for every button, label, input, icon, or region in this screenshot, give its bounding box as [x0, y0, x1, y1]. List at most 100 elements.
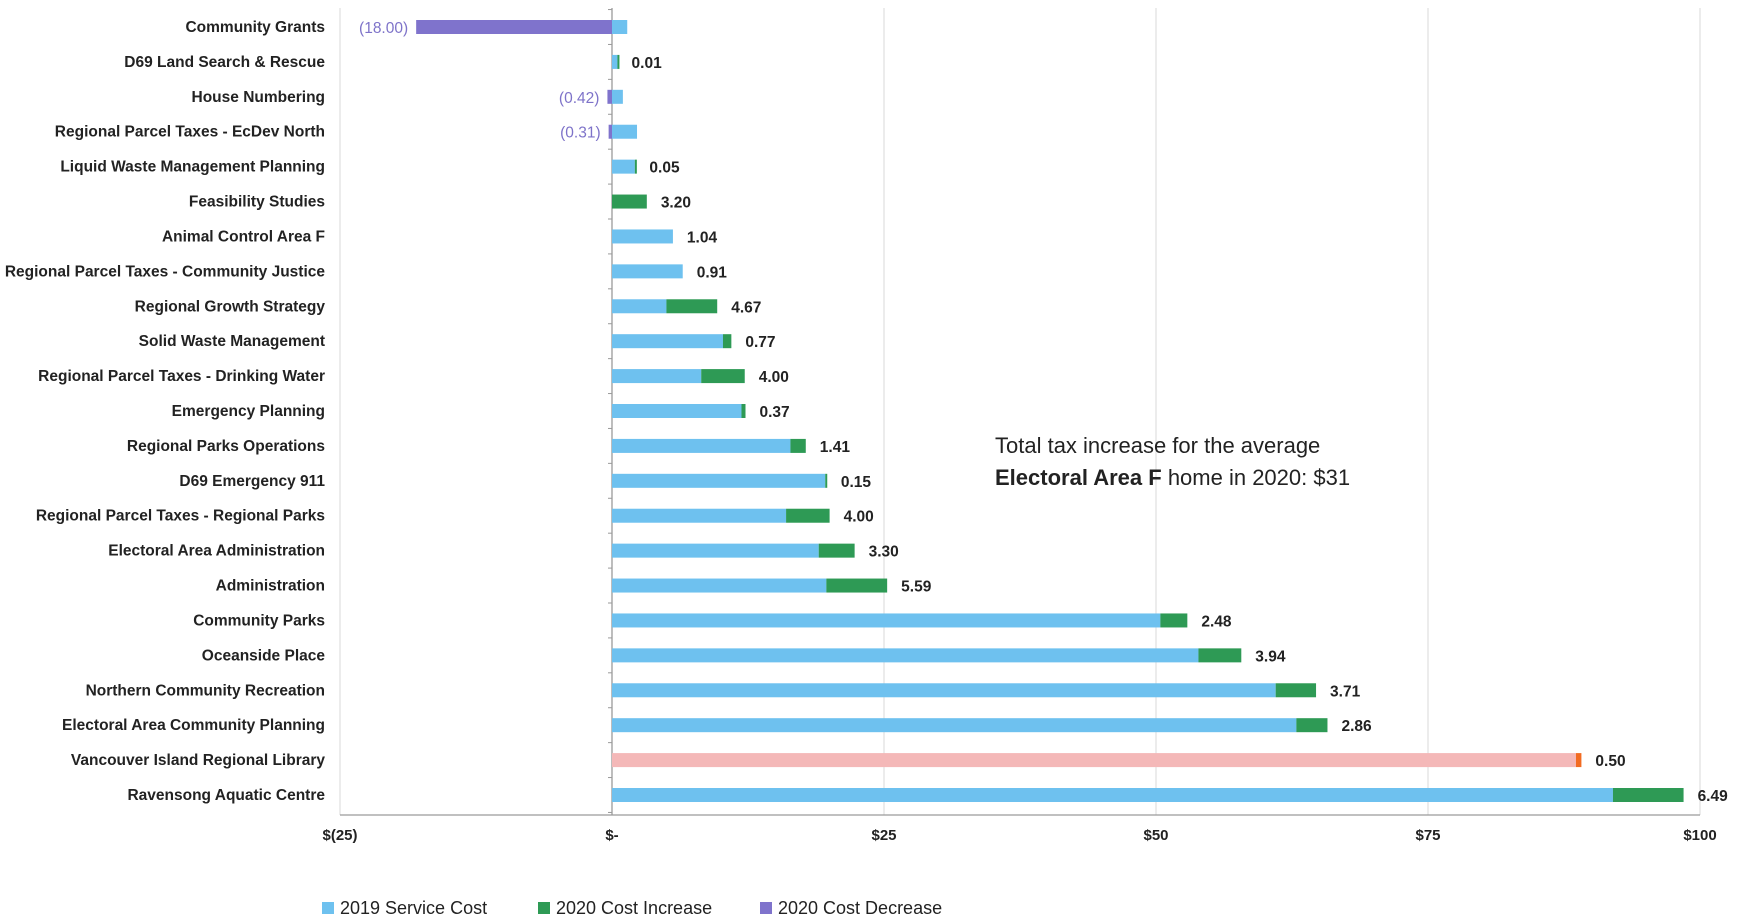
bar-2020-cost-increase-solid-waste-management: [722, 334, 732, 349]
data-label-solid-waste-management: 0.77: [745, 334, 775, 351]
bar-2019-service-cost-oceanside-place: [612, 648, 1199, 663]
data-label-animal-control-area-f: 1.04: [687, 229, 718, 246]
bar-2019-service-cost-ravensong-aquatic-centre: [612, 788, 1613, 802]
bar-2019-service-cost-emergency-planning: [612, 404, 742, 418]
bar-2020-cost-increase-regional-parks-operations: [790, 438, 806, 453]
category-label-ravensong-aquatic-centre: Ravensong Aquatic Centre: [127, 787, 325, 804]
bar-2019-service-cost-solid-waste-management: [612, 334, 723, 349]
category-label-electoral-area-administration: Electoral Area Administration: [108, 543, 325, 560]
annotation-rest: home in 2020: $31: [1162, 465, 1350, 490]
data-label-regional-parcel-taxes-ecdev-north: (0.31): [560, 125, 601, 142]
bar-2019-service-cost-animal-control-area-f: [612, 229, 673, 244]
category-label-northern-community-recreation: Northern Community Recreation: [86, 682, 325, 699]
x-tick-label-25: $(25): [322, 827, 357, 844]
bar-2020-cost-decrease-community-grants: [416, 20, 612, 34]
bar-2019-service-cost-regional-parks-operations: [612, 438, 791, 453]
data-label-d69-emergency-911: 0.15: [841, 474, 872, 491]
bar-2019-service-cost-regional-parcel-taxes-drinking-water: [612, 369, 702, 384]
data-label-electoral-area-administration: 3.30: [869, 544, 899, 561]
bar-2020-cost-increase-ravensong-aquatic-centre: [1612, 788, 1684, 802]
category-label-emergency-planning: Emergency Planning: [172, 403, 325, 420]
x-tick-label-100: $100: [1683, 827, 1716, 844]
data-label-oceanside-place: 3.94: [1255, 648, 1286, 665]
bar-2019-service-cost-d69-emergency-911: [612, 473, 826, 488]
bar-2020-cost-increase-electoral-area-community-planning: [1296, 718, 1328, 733]
annotation-bold: Electoral Area F: [995, 465, 1162, 490]
category-label-solid-waste-management: Solid Waste Management: [139, 333, 325, 350]
x-tick-label-50: $50: [1143, 827, 1168, 844]
data-label-northern-community-recreation: 3.71: [1330, 683, 1361, 700]
bar-2019-service-cost-administration: [612, 578, 827, 593]
bar-2019-service-cost-regional-growth-strategy: [612, 299, 667, 314]
bar-2020-cost-increase-community-parks: [1160, 613, 1188, 628]
data-label-regional-parcel-taxes-regional-parks: 4.00: [844, 509, 874, 526]
legend-swatch-2020-cost-decrease: [760, 902, 772, 914]
bar-2020-cost-increase-emergency-planning: [741, 404, 746, 418]
data-label-house-numbering: (0.42): [559, 90, 600, 107]
data-label-electoral-area-community-planning: 2.86: [1341, 718, 1372, 735]
category-label-regional-growth-strategy: Regional Growth Strategy: [135, 298, 326, 315]
category-label-administration: Administration: [216, 578, 325, 595]
category-label-regional-parcel-taxes-drinking-water: Regional Parcel Taxes - Drinking Water: [38, 368, 325, 385]
x-tick-label-25: $25: [871, 827, 896, 844]
x-tick-label-75: $75: [1415, 827, 1440, 844]
legend-label-2020-cost-decrease: 2020 Cost Decrease: [778, 898, 942, 918]
category-label-vancouver-island-regional-library: Vancouver Island Regional Library: [71, 752, 325, 769]
bar-2019-service-cost-d69-land-search-rescue: [612, 54, 618, 69]
bar-2019-service-cost-community-grants: [612, 20, 628, 34]
bar-layer: [416, 20, 1684, 802]
x-axis-tick-labels: $(25) $- $25 $50 $75 $100: [322, 827, 1716, 844]
bar-2019-service-cost-regional-parcel-taxes-ecdev-north: [612, 124, 638, 139]
data-label-regional-parks-operations: 1.41: [820, 439, 851, 456]
category-label-community-parks: Community Parks: [193, 612, 325, 629]
bar-2019-service-cost-electoral-area-community-planning: [612, 718, 1297, 733]
bar-2019-service-cost-liquid-waste-management-planning: [612, 159, 635, 174]
grid-layer: [339, 8, 1701, 816]
data-label-feasibility-studies: 3.20: [661, 195, 691, 212]
legend: 2019 Service Cost 2020 Cost Increase 202…: [322, 898, 942, 918]
bar-2019-service-cost-vancouver-island-regional-library: [612, 753, 1576, 768]
data-label-regional-growth-strategy: 4.67: [731, 299, 761, 316]
bar-2019-service-cost-community-parks: [612, 613, 1161, 628]
data-label-community-grants: (18.00): [359, 20, 408, 37]
bar-2020-cost-increase-liquid-waste-management-planning: [634, 159, 637, 174]
data-label-liquid-waste-management-planning: 0.05: [649, 160, 680, 177]
bar-2020-cost-increase-d69-emergency-911: [825, 473, 828, 488]
data-label-regional-parcel-taxes-community-justice: 0.91: [697, 264, 728, 281]
data-label-emergency-planning: 0.37: [759, 404, 789, 421]
category-labels: Community Grants D69 Land Search & Rescue…: [5, 19, 326, 804]
category-label-liquid-waste-management-planning: Liquid Waste Management Planning: [60, 159, 325, 176]
legend-label-2020-cost-increase: 2020 Cost Increase: [556, 898, 712, 918]
category-label-animal-control-area-f: Animal Control Area F: [162, 228, 325, 245]
data-label-administration: 5.59: [901, 579, 932, 596]
data-label-d69-land-search-rescue: 0.01: [632, 55, 663, 72]
legend-swatch-2019-service-cost: [322, 902, 334, 914]
bar-2020-cost-increase-d69-land-search-rescue: [617, 54, 620, 69]
value-labels: (18.00) 0.01 (0.42) (0.31) 0.05 3.20 1.04 0.91 4…: [359, 20, 1728, 805]
category-label-electoral-area-community-planning: Electoral Area Community Planning: [62, 717, 325, 734]
data-label-ravensong-aquatic-centre: 6.49: [1698, 788, 1729, 805]
bar-2019-service-cost-regional-parcel-taxes-regional-parks: [612, 508, 787, 523]
data-label-community-parks: 2.48: [1201, 613, 1232, 630]
category-label-regional-parcel-taxes-ecdev-north: Regional Parcel Taxes - EcDev North: [55, 124, 325, 141]
bar-2020-cost-increase-vancouver-island-regional-library: [1575, 753, 1582, 768]
bar-2020-cost-decrease-house-numbering: [607, 89, 612, 104]
bar-2020-cost-increase-administration: [826, 578, 888, 593]
category-label-regional-parks-operations: Regional Parks Operations: [127, 438, 325, 455]
data-label-vancouver-island-regional-library: 0.50: [1595, 753, 1625, 770]
bar-2020-cost-increase-regional-parcel-taxes-regional-parks: [786, 508, 830, 523]
bar-2019-service-cost-regional-parcel-taxes-community-justice: [612, 264, 683, 279]
category-label-d69-land-search-rescue: D69 Land Search & Rescue: [124, 54, 325, 71]
category-label-house-numbering: House Numbering: [192, 89, 325, 106]
legend-label-2019-service-cost: 2019 Service Cost: [340, 898, 487, 918]
annotation-line-2: Electoral Area F home in 2020: $31: [995, 465, 1350, 490]
legend-swatch-2020-cost-increase: [538, 902, 550, 914]
category-label-community-grants: Community Grants: [185, 19, 325, 36]
category-label-oceanside-place: Oceanside Place: [202, 647, 326, 664]
bar-2019-service-cost-northern-community-recreation: [612, 683, 1276, 698]
annotation-line-1: Total tax increase for the average: [995, 433, 1320, 458]
bar-2019-service-cost-house-numbering: [612, 89, 623, 104]
category-label-d69-emergency-911: D69 Emergency 911: [179, 473, 325, 490]
